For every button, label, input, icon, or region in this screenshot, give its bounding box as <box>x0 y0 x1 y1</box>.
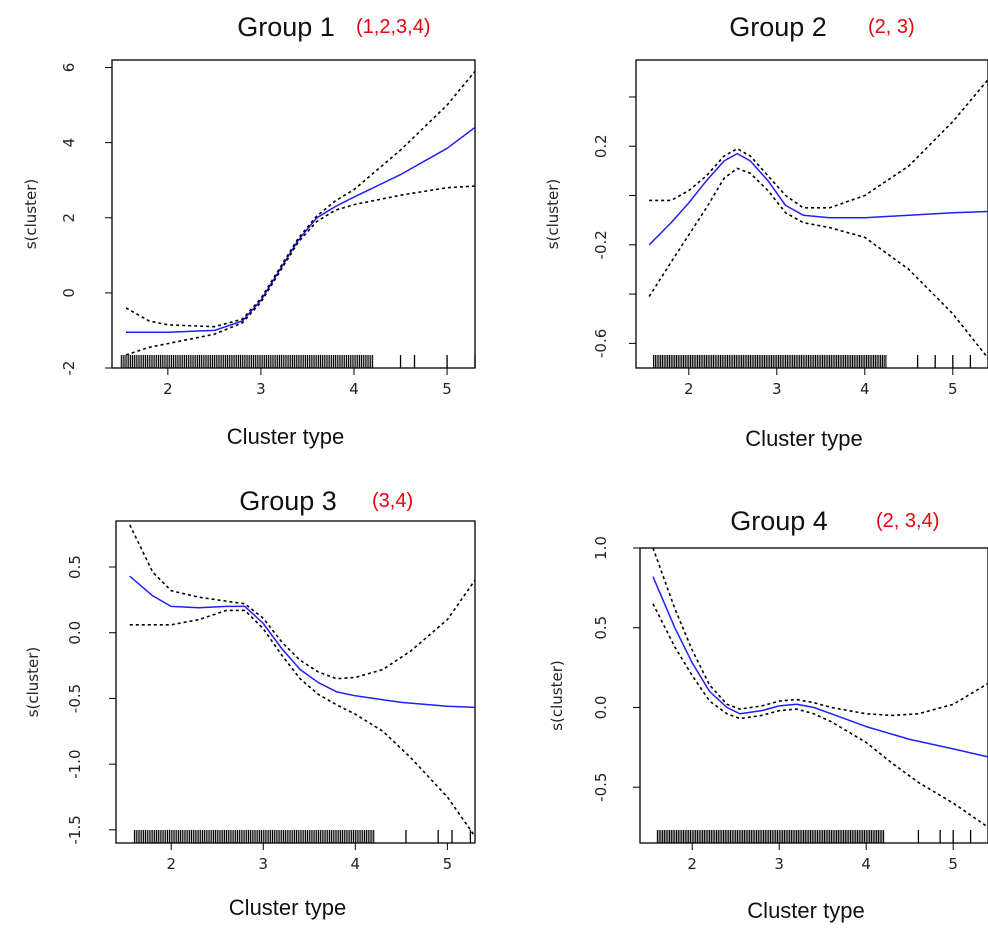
chart-title: Group 3 <box>239 486 337 516</box>
x-axis-label: Cluster type <box>229 895 346 920</box>
y-axis-label: s(cluster) <box>24 647 42 718</box>
chart-title: Group 4 <box>730 506 828 536</box>
chart-title: Group 1 <box>237 12 335 42</box>
rug-marks <box>653 355 972 368</box>
significance-annotation: (2, 3) <box>868 16 915 38</box>
confidence-lower-line <box>648 167 988 359</box>
y-tick-label: 0.0 <box>592 696 610 720</box>
x-tick-label: 5 <box>948 855 958 873</box>
x-tick-label: 5 <box>948 380 958 398</box>
curve-group <box>125 70 475 356</box>
x-tick-label: 2 <box>166 855 176 873</box>
x-tick-label: 4 <box>351 855 361 873</box>
x-tick-label: 3 <box>256 380 266 398</box>
x-axis-label: Cluster type <box>747 898 864 923</box>
smooth-fit-line <box>648 152 988 246</box>
x-tick-label: 3 <box>259 855 269 873</box>
x-tick-label: 4 <box>860 380 870 398</box>
confidence-upper-line <box>652 548 988 717</box>
curve-group <box>129 524 475 838</box>
x-axis-label: Cluster type <box>745 426 862 451</box>
rug-marks <box>120 355 476 368</box>
y-tick-label: -0.6 <box>592 329 610 358</box>
confidence-upper-line <box>129 524 475 680</box>
panel-group-3: Group 3 (3,4) 2 3 4 5 -1.5 -1.0 -0.5 0.0 0.5 Cluste… <box>24 486 476 920</box>
y-tick-label: 4 <box>60 138 78 148</box>
y-tick-label: 1.0 <box>592 536 610 560</box>
y-tick-label: 0.5 <box>66 555 84 579</box>
x-tick-label: 3 <box>774 855 784 873</box>
y-tick-label: 0.0 <box>66 621 84 645</box>
rug-marks <box>133 830 472 843</box>
significance-annotation: (3,4) <box>372 490 413 512</box>
smooth-fit-line <box>652 576 988 758</box>
y-tick-label: -2 <box>60 361 78 376</box>
y-axis-label: s(cluster) <box>22 179 40 250</box>
confidence-upper-line <box>649 79 988 209</box>
y-tick-label: 0.2 <box>592 134 610 158</box>
smooth-fit-line <box>129 575 475 709</box>
confidence-lower-line <box>129 609 475 838</box>
chart-title: Group 2 <box>729 12 827 42</box>
y-tick-label: -0.5 <box>592 773 610 802</box>
x-tick-label: 4 <box>861 855 871 873</box>
y-tick-label: 2 <box>60 213 78 223</box>
confidence-lower-line <box>125 185 475 356</box>
panel-group-4: Group 4 (2, 3,4) 2 3 4 5 -0.5 0.0 0.5 1.0 Cluster … <box>548 506 988 923</box>
y-tick-label: -0.5 <box>66 684 84 713</box>
x-tick-label: 2 <box>687 855 697 873</box>
rug-marks <box>656 830 972 843</box>
x-tick-label: 3 <box>772 380 782 398</box>
confidence-lower-line <box>652 603 988 828</box>
x-tick-label: 2 <box>163 380 173 398</box>
x-tick-label: 5 <box>443 855 453 873</box>
y-axis-label: s(cluster) <box>544 179 562 250</box>
smooth-fit-line <box>126 126 475 334</box>
plot-frame <box>111 59 476 369</box>
y-tick-label: 0 <box>60 288 78 298</box>
significance-annotation: (2, 3,4) <box>876 510 939 532</box>
y-tick-label: -1.0 <box>66 750 84 779</box>
y-tick-label: -0.2 <box>592 230 610 259</box>
x-tick-label: 5 <box>442 380 452 398</box>
curve-group <box>648 79 988 359</box>
panel-group-1: Group 1 (1,2,3,4) 2 3 4 5 -2 0 2 4 6 Cluster type s(… <box>22 12 476 449</box>
y-tick-label: -1.5 <box>66 815 84 844</box>
x-tick-label: 2 <box>684 380 694 398</box>
x-tick-label: 4 <box>349 380 359 398</box>
plot-frame <box>639 547 988 844</box>
significance-annotation: (1,2,3,4) <box>356 16 430 38</box>
curve-group <box>652 548 988 828</box>
plot-frame <box>115 520 476 844</box>
y-tick-label: 6 <box>60 63 78 73</box>
confidence-upper-line <box>125 70 475 328</box>
panel-group-2: Group 2 (2, 3) 2 3 4 5 -0.6 -0.2 0.2 Cluster type… <box>544 12 988 451</box>
x-axis-label: Cluster type <box>227 424 344 449</box>
y-tick-label: 0.5 <box>592 616 610 640</box>
y-axis-label: s(cluster) <box>548 660 566 731</box>
